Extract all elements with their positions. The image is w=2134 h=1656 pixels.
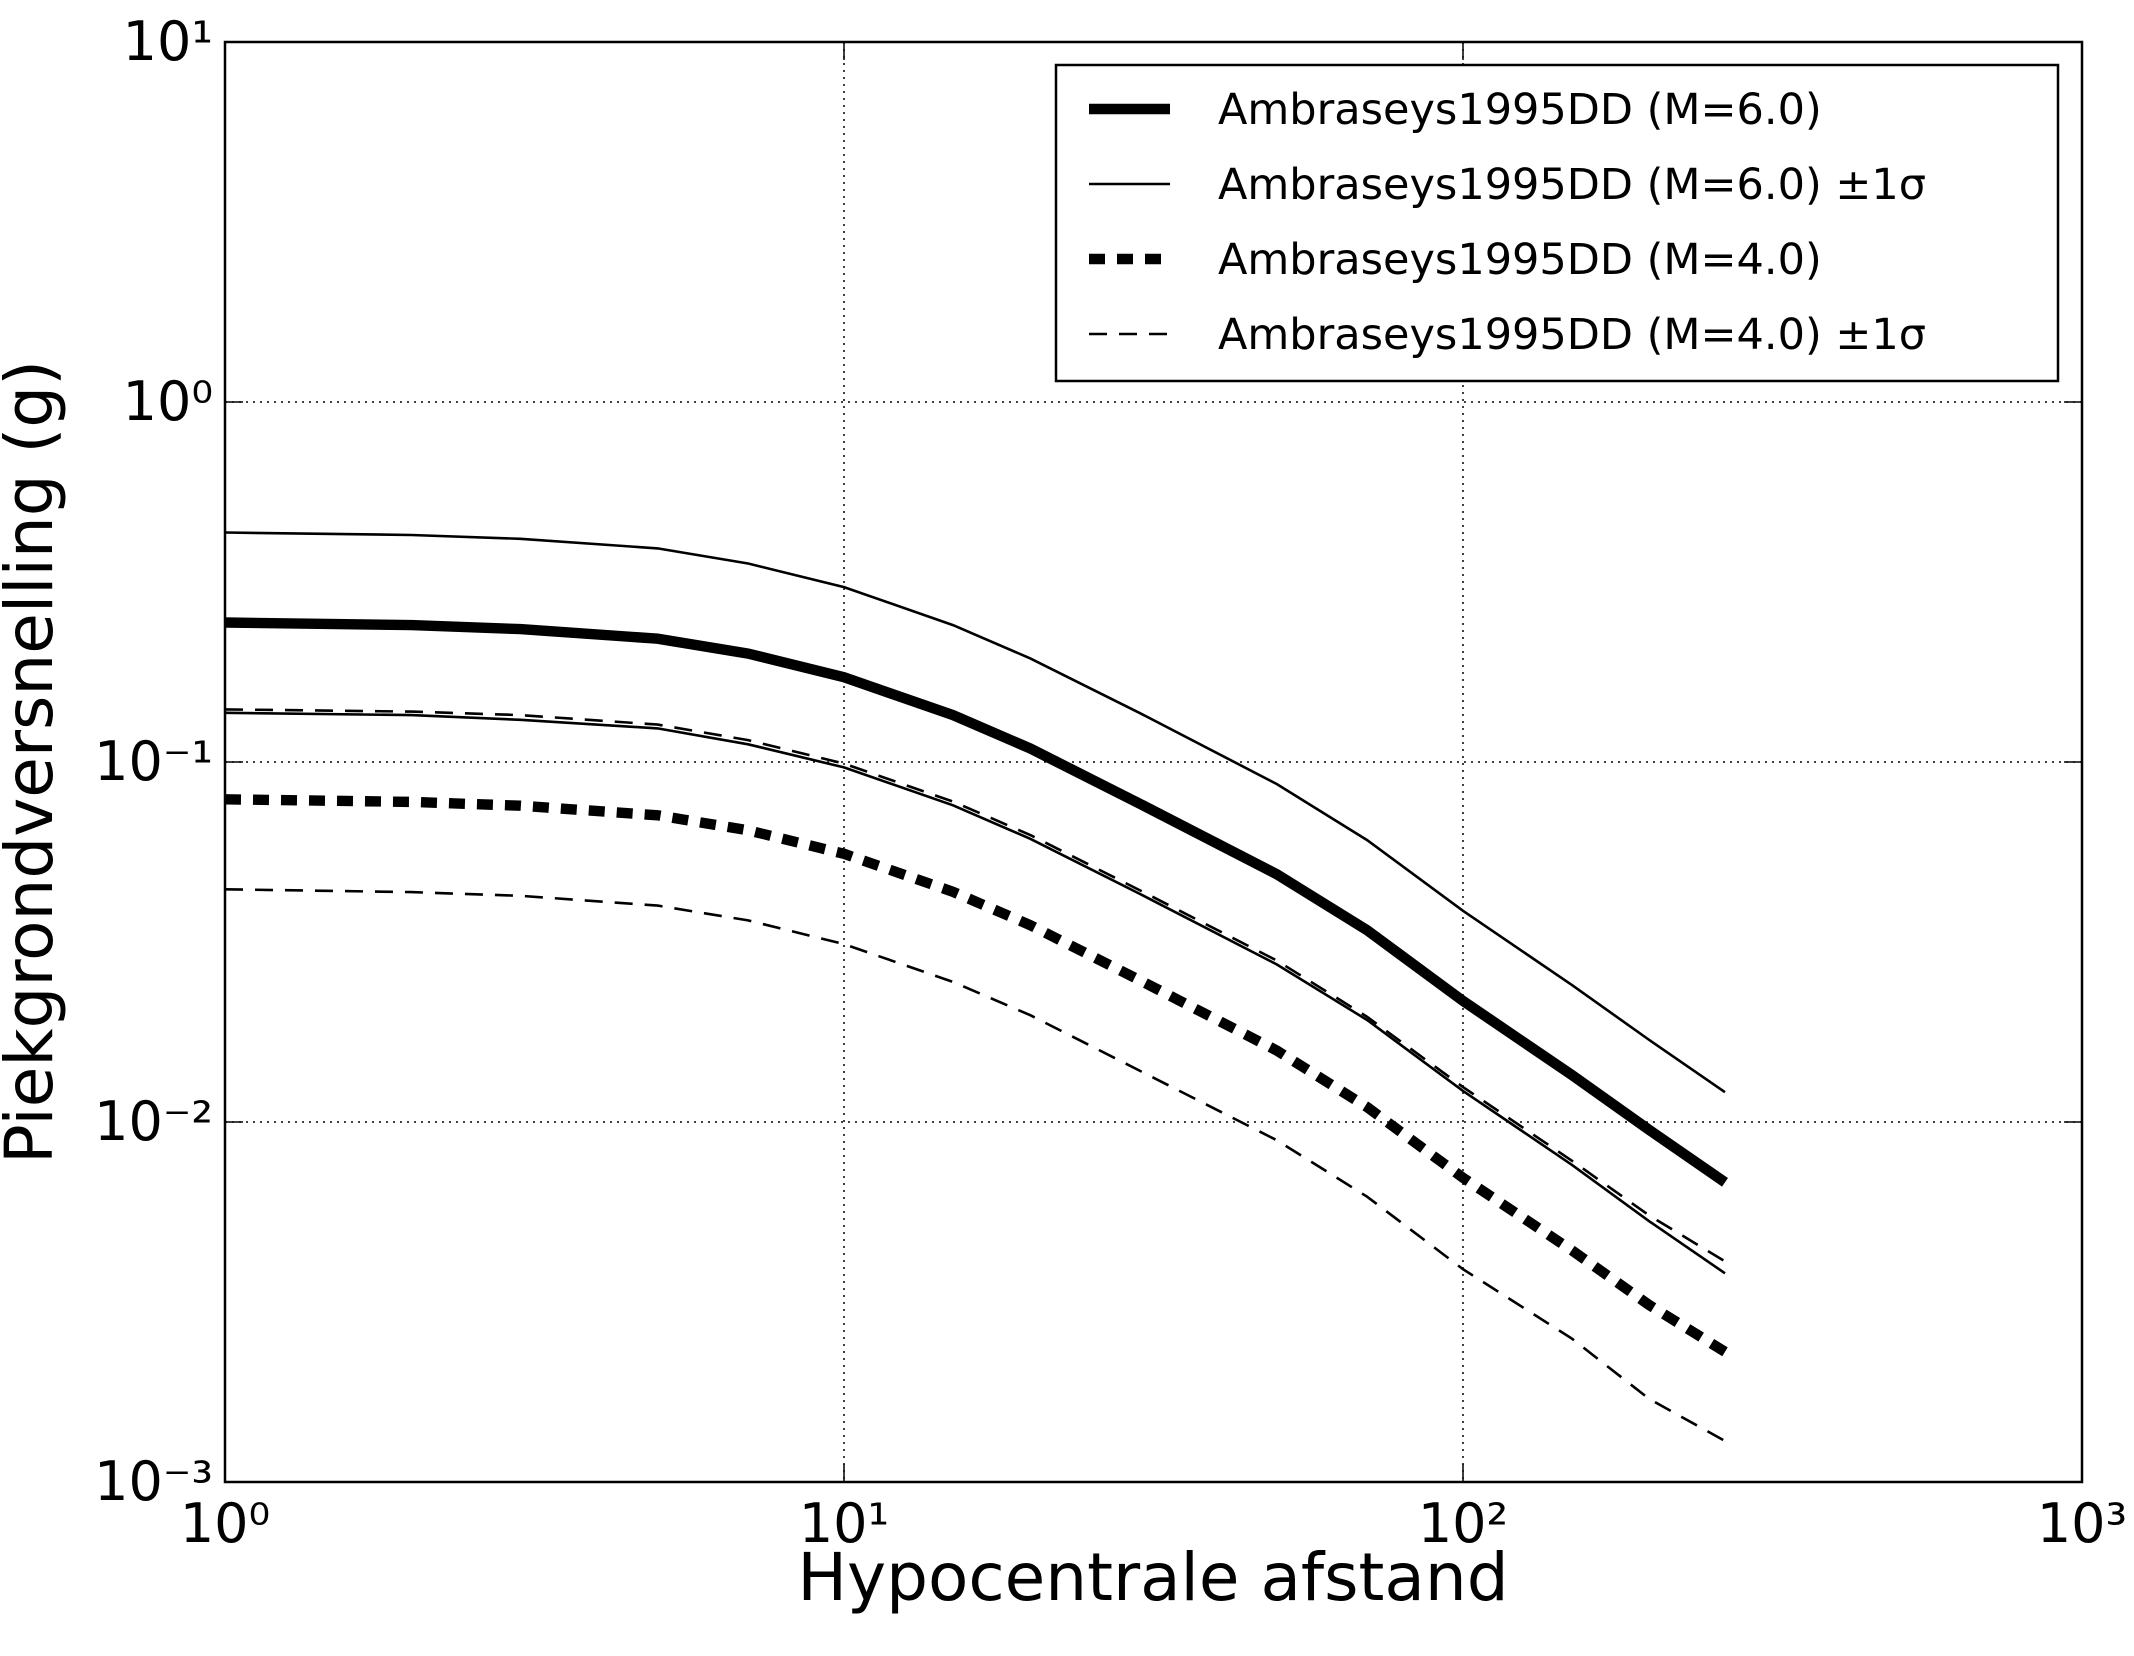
- x-tick-label: 10¹: [799, 1492, 889, 1555]
- series-line: [224, 888, 1726, 1443]
- series-line: [224, 794, 1728, 1357]
- y-axis-label: Piekgrondversnelling (g): [0, 360, 68, 1164]
- x-axis-label: Hypocentrale afstand: [797, 1539, 1508, 1616]
- legend-label: Ambraseys1995DD (M=4.0) ±1σ: [1218, 310, 1926, 360]
- y-tick-label: 10⁰: [123, 370, 213, 433]
- series-line: [224, 531, 1726, 1094]
- y-tick-label: 10⁻¹: [94, 730, 213, 793]
- x-tick-label: 10²: [1418, 1492, 1508, 1555]
- y-tick-label: 10⁻²: [94, 1090, 213, 1153]
- plot-frame: [223, 40, 2084, 1484]
- x-tick-label: 10³: [2037, 1492, 2127, 1555]
- y-tick-label: 10¹: [123, 10, 213, 73]
- legend-label: Ambraseys1995DD (M=6.0) ±1σ: [1218, 160, 1926, 210]
- x-tick-label: 10⁰: [180, 1492, 270, 1555]
- series-line: [224, 711, 1726, 1275]
- legend-box: [1054, 63, 2060, 383]
- legend-label: Ambraseys1995DD (M=4.0): [1218, 235, 1822, 285]
- series-line: [224, 617, 1728, 1187]
- series-line: [224, 708, 1726, 1263]
- y-tick-label: 10⁻³: [94, 1450, 213, 1513]
- legend-label: Ambraseys1995DD (M=6.0): [1218, 85, 1822, 135]
